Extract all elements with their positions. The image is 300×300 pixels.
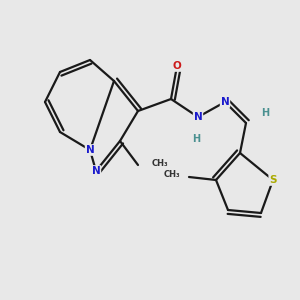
Text: N: N <box>220 97 230 107</box>
Text: N: N <box>92 166 100 176</box>
Text: O: O <box>172 61 182 71</box>
Text: N: N <box>194 112 202 122</box>
Text: H: H <box>261 107 270 118</box>
Text: N: N <box>85 145 94 155</box>
Text: S: S <box>269 175 277 185</box>
Text: H: H <box>192 134 201 145</box>
Text: CH₃: CH₃ <box>164 169 180 178</box>
Text: CH₃: CH₃ <box>152 159 168 168</box>
